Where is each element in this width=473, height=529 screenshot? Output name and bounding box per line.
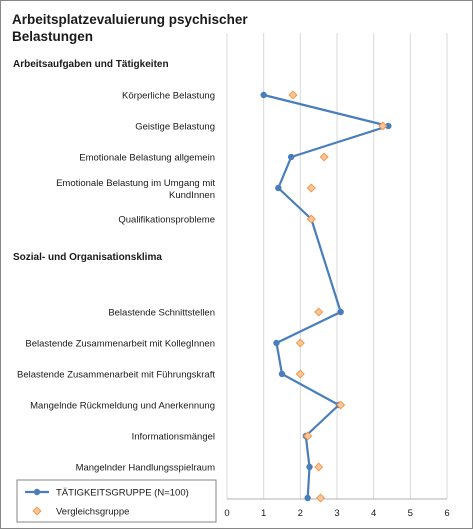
series-1-point-12 <box>304 494 311 502</box>
category-label-6: Belastende Schnittstellen <box>108 308 215 319</box>
chart-title-line-1: Arbeitsplatzevaluierung psychischer <box>12 12 248 27</box>
series-1-point-8 <box>278 370 286 378</box>
series-2-point-9 <box>336 400 346 410</box>
x-tick-label-6: 6 <box>444 508 449 519</box>
series-2-point-5 <box>306 214 316 224</box>
series-1-point-3 <box>287 153 295 161</box>
x-tick-label-2: 2 <box>298 508 303 519</box>
category-label-10: Informationsmängel <box>132 432 215 443</box>
category-label-11: Mangelnder Handlungsspielraum <box>76 463 216 474</box>
x-tick-label-0: 0 <box>224 508 229 519</box>
legend-series-2-marker <box>32 506 42 516</box>
series-2-point-7 <box>295 338 305 348</box>
series-2-point-10 <box>303 431 313 441</box>
series-line-1 <box>263 93 390 499</box>
series-2-point-6 <box>314 307 324 317</box>
series-2-point-3 <box>319 152 329 162</box>
series-2-point-2 <box>378 121 388 131</box>
series-1-point-2 <box>385 122 392 130</box>
series-1-point-7 <box>273 339 280 347</box>
x-tick-label-3: 3 <box>334 508 339 519</box>
category-label-3: Emotionale Belastung allgemein <box>79 153 215 164</box>
series-1-point-1 <box>260 91 267 99</box>
series-1-point-11 <box>306 463 313 471</box>
x-tick-label-1: 1 <box>261 508 266 519</box>
legend-box <box>16 479 217 523</box>
x-tick-label-5: 5 <box>408 508 413 519</box>
category-label-1: Körperliche Belastung <box>122 91 215 102</box>
legend-series-2-label: Vergleichsgruppe <box>56 507 129 518</box>
series-2-point-8 <box>295 369 305 379</box>
x-tick-label-4: 4 <box>371 508 376 519</box>
series-1-point-4 <box>275 184 282 192</box>
series-2-point-1 <box>288 90 298 100</box>
series-2-point-11 <box>314 462 324 472</box>
legend-series-1-marker <box>33 488 41 496</box>
category-label-2: Geistige Belastung <box>135 122 215 133</box>
series-1-point-6 <box>337 308 344 316</box>
section-header-2: Sozial- und Organisationsklima <box>13 252 162 263</box>
section-header-1: Arbeitsaufgaben und Tätigkeiten <box>13 59 169 70</box>
series-2-point-12 <box>315 493 326 503</box>
category-label-4-line-2: KundInnen <box>169 190 215 201</box>
category-label-7: Belastende Zusammenarbeit mit KollegInne… <box>25 339 215 350</box>
category-label-5: Qualifikationsprobleme <box>118 215 215 226</box>
category-label-9: Mangelnde Rückmeldung und Anerkennung <box>30 401 215 412</box>
series-2-point-4 <box>306 183 316 193</box>
category-label-4-line-1: Emotionale Belastung im Umgang mit <box>56 178 215 189</box>
chart-title-line-2: Belastungen <box>12 29 93 44</box>
category-label-8: Belastende Zusammenarbeit mit Führungskr… <box>17 370 215 381</box>
legend-series-1-label: TÄTIGKEITSGRUPPE (N=100) <box>56 488 189 499</box>
